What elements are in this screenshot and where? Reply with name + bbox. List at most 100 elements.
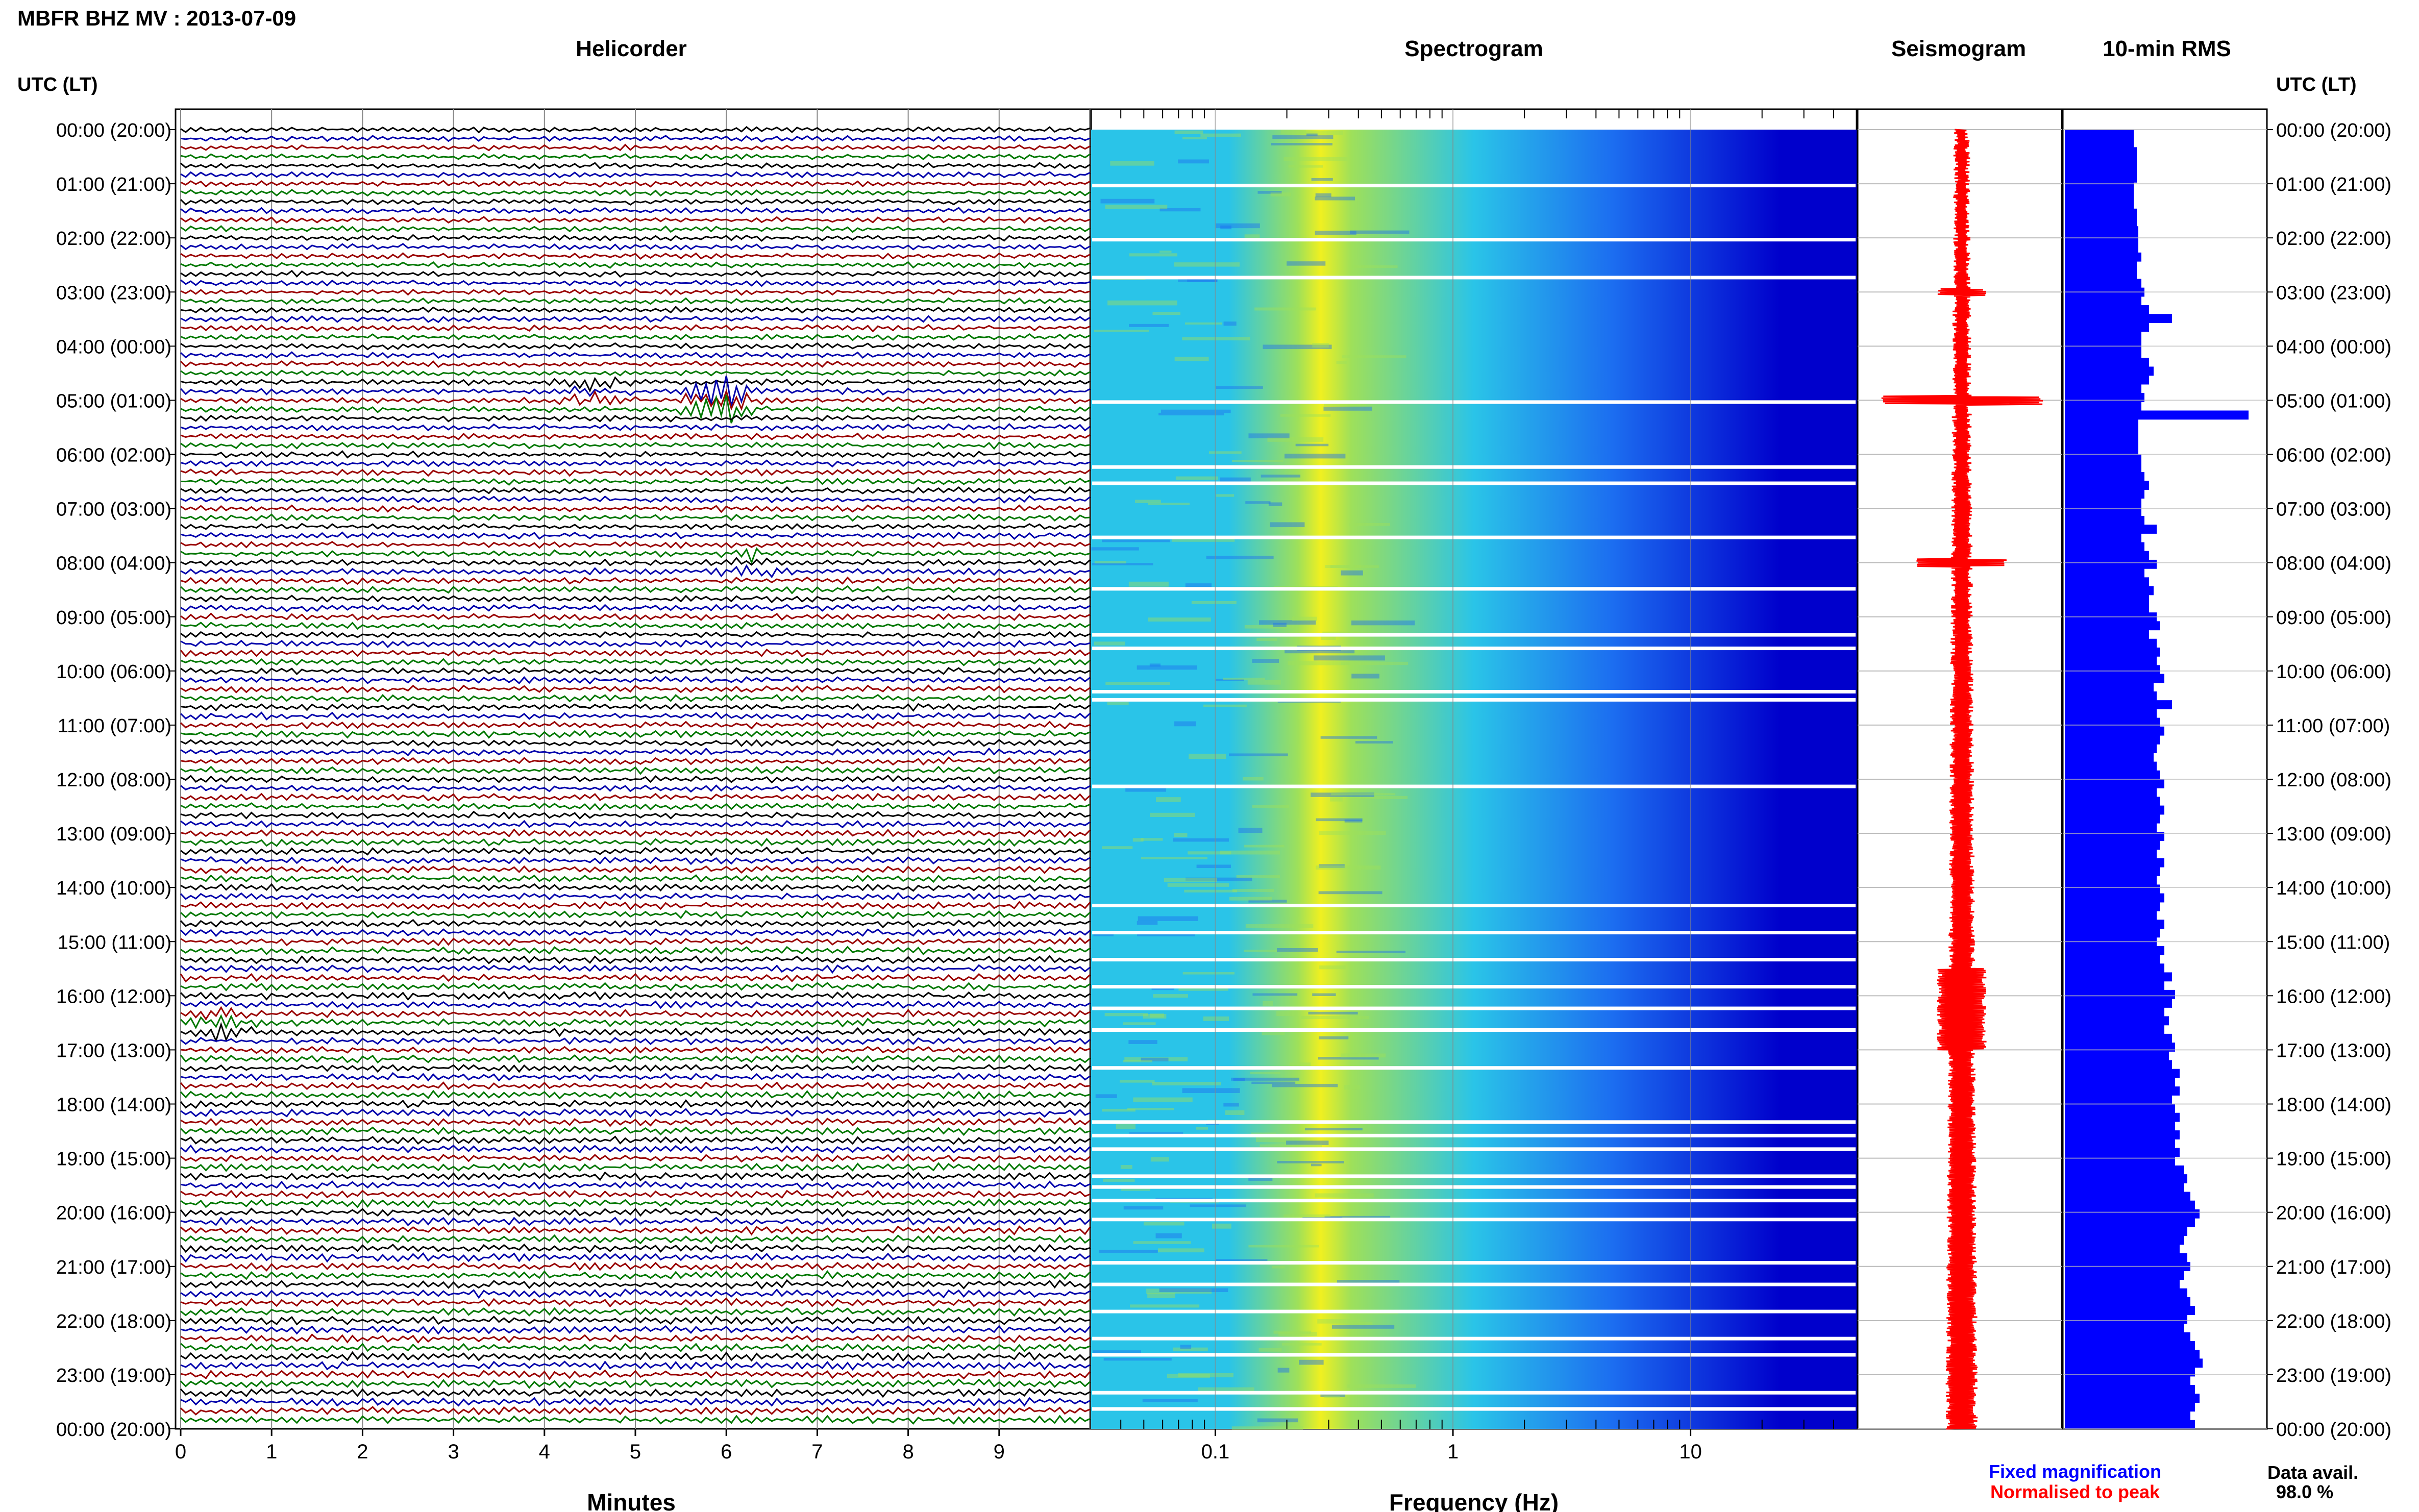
spectrogram-texture [1299,1359,1324,1365]
helicorder-trace [180,1378,1091,1389]
spectrogram-texture [1336,361,1347,364]
time-tick-label-right: 20:00 (16:00) [2276,1203,2391,1224]
spectrogram-data-gap [1092,985,1856,989]
time-tick-label-left: 22:00 (18:00) [56,1311,171,1332]
rms-bar [2065,217,2137,227]
spectrogram-texture [1216,386,1263,389]
rms-bar [2065,1060,2172,1070]
spectrogram-texture [1288,165,1323,168]
spectrogram-texture [1344,819,1363,823]
spectrogram-texture [1229,897,1272,901]
spectrogram-texture [1280,414,1331,417]
rms-bar [2065,173,2137,183]
time-tick-label-right: 17:00 (13:00) [2276,1040,2391,1061]
spectrogram-data-gap [1092,698,1856,702]
rms-bar [2065,1016,2169,1026]
spectrogram-texture [1270,522,1305,528]
helicorder-trace [180,576,1091,585]
spectrogram-texture [1150,1157,1169,1162]
helicorder-trace [180,973,1091,983]
spectrogram-texture [1158,412,1224,416]
rms-bar [2065,1411,2190,1421]
spectrogram-texture [1232,460,1283,462]
helicorder-trace [180,837,1091,847]
spectrogram-data-gap [1092,1199,1856,1203]
spectrogram-texture [1133,1241,1191,1244]
helicorder-trace [180,564,1091,579]
spectrogram-texture [1188,851,1231,855]
rms-bar [2065,1007,2164,1017]
helicorder-trace [180,1014,1091,1030]
helicorder-trace [180,1126,1091,1136]
spectrogram-texture [1312,993,1336,996]
spectrogram-texture [1259,620,1316,625]
spectrogram-texture [1321,636,1336,640]
spectrogram-texture [1216,223,1260,229]
helicorder-trace [180,143,1091,152]
time-tick-label-left: 11:00 (07:00) [58,715,171,737]
rms-bar [2065,1306,2195,1315]
spectrogram-texture [1350,1321,1373,1325]
helicorder-trace [180,1387,1091,1398]
spectrogram-texture [1216,494,1235,497]
spectrogram-texture [1250,1072,1280,1075]
spectrogram-texture [1320,736,1377,739]
spectrogram-texture [1173,833,1188,837]
rms-bar [2065,1051,2169,1061]
helicorder-trace [180,982,1091,992]
rms-bar [2065,788,2157,798]
helicorder-trace [180,676,1091,685]
spectrogram-texture [1093,1350,1142,1355]
rms-bar [2065,314,2172,324]
spectrogram-data-gap [1092,1133,1856,1137]
rms-bar [2065,920,2164,929]
rms-bar [2065,138,2134,148]
helicorder-trace [180,990,1091,1001]
rms-bar [2065,770,2160,780]
rms-bar [2065,147,2137,157]
helicorder-trace [180,135,1091,143]
spectrogram-texture [1159,251,1172,253]
rms-bar [2065,366,2154,376]
time-tick-label-left: 06:00 (02:00) [56,445,171,466]
spectrogram-texture [1182,1088,1240,1094]
helicorder-trace [180,1343,1091,1353]
spectrogram-texture [1233,1078,1245,1081]
helicorder-trace [180,684,1091,693]
spectrogram-data-gap [1092,1407,1856,1411]
legend-normalised-to-peak: Normalised to peak [1990,1481,2160,1502]
helicorder-trace [180,955,1091,964]
helicorder-trace [180,306,1091,314]
helicorder-trace [180,721,1091,730]
spectrogram-texture [1152,1082,1221,1086]
spectrogram-texture [1306,133,1318,136]
spectrogram-texture [1318,1057,1379,1060]
helicorder-trace [180,1036,1091,1046]
helicorder-trace [180,874,1091,883]
spectrogram-texture [1304,1128,1363,1131]
spectrogram-texture [1273,1330,1312,1334]
rms-bar [2065,1033,2172,1043]
spectrogram-texture [1252,993,1298,996]
frequency-axis-ticks: 0.1 1 10 [1201,1429,1702,1463]
rms-bar [2065,1227,2187,1236]
helicorder-trace [180,351,1091,359]
spectrogram-texture [1311,792,1374,797]
spectrogram-texture [1283,157,1348,161]
spectrogram-texture [1248,1177,1273,1181]
time-tick-label-right: 02:00 (22:00) [2276,228,2391,250]
rms-bar [2065,867,2160,876]
rms-bar [2065,832,2164,841]
spectrogram-data-gap [1092,903,1856,907]
time-tick-label-right: 09:00 (05:00) [2276,607,2391,629]
spectrogram-texture [1347,1384,1416,1388]
time-tick-label-right: 01:00 (21:00) [2276,174,2391,195]
spectrogram-texture [1128,1040,1157,1044]
rms-bar [2065,340,2141,350]
helicorder-trace [180,1270,1091,1280]
rms-bar [2065,849,2157,859]
spectrogram-texture [1342,355,1406,358]
spectrogram-texture [1123,1060,1153,1062]
rms-bar [2065,1235,2184,1245]
helicorder-trace [180,432,1091,441]
